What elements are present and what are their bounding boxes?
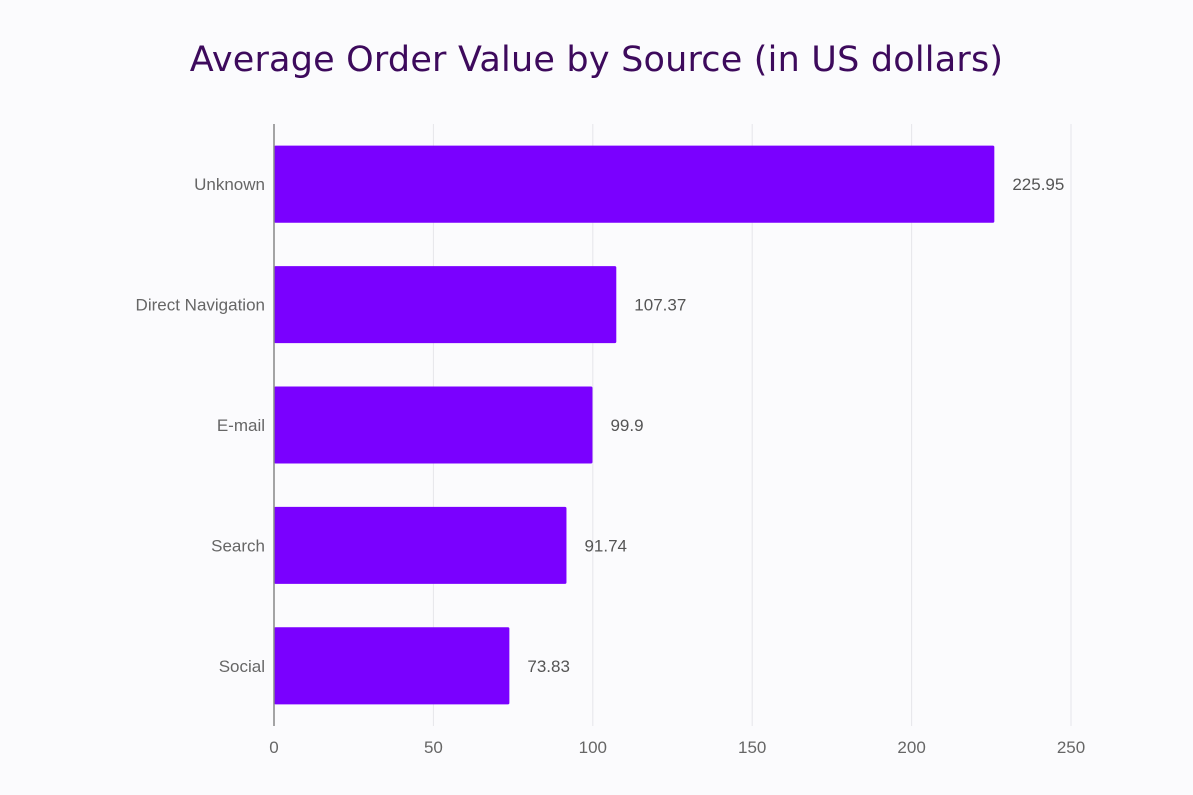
y-category-label: Direct Navigation [136,296,265,315]
x-tick-label: 200 [897,738,925,757]
bar-direct-navigation [274,266,617,344]
bar-value-label: 225.95 [1012,175,1064,194]
bar-value-label: 91.74 [584,536,627,555]
bar-social [274,627,510,705]
x-tick-label: 50 [424,738,443,757]
y-category-label: E-mail [217,416,265,435]
y-category-label: Social [219,657,265,676]
x-tick-label: 100 [579,738,607,757]
chart-title: Average Order Value by Source (in US dol… [189,40,1004,80]
x-tick-label: 250 [1057,738,1085,757]
y-category-label: Search [211,536,265,555]
y-category-label: Unknown [194,175,265,194]
bar-value-label: 73.83 [527,657,570,676]
bars [274,145,995,705]
gridlines [432,124,1072,726]
axes: 0 50 100 150 200 250 [269,124,1085,757]
bar-search [274,506,567,584]
x-tick-label: 0 [269,738,278,757]
bar-value-label: 107.37 [634,296,686,315]
bar-unknown [274,145,995,223]
bar-value-label: 99.9 [610,416,643,435]
x-tick-label: 150 [738,738,766,757]
bar-e-mail [274,386,593,464]
labels: Unknown 225.95 Direct Navigation 107.37 E-ma… [136,175,1065,676]
